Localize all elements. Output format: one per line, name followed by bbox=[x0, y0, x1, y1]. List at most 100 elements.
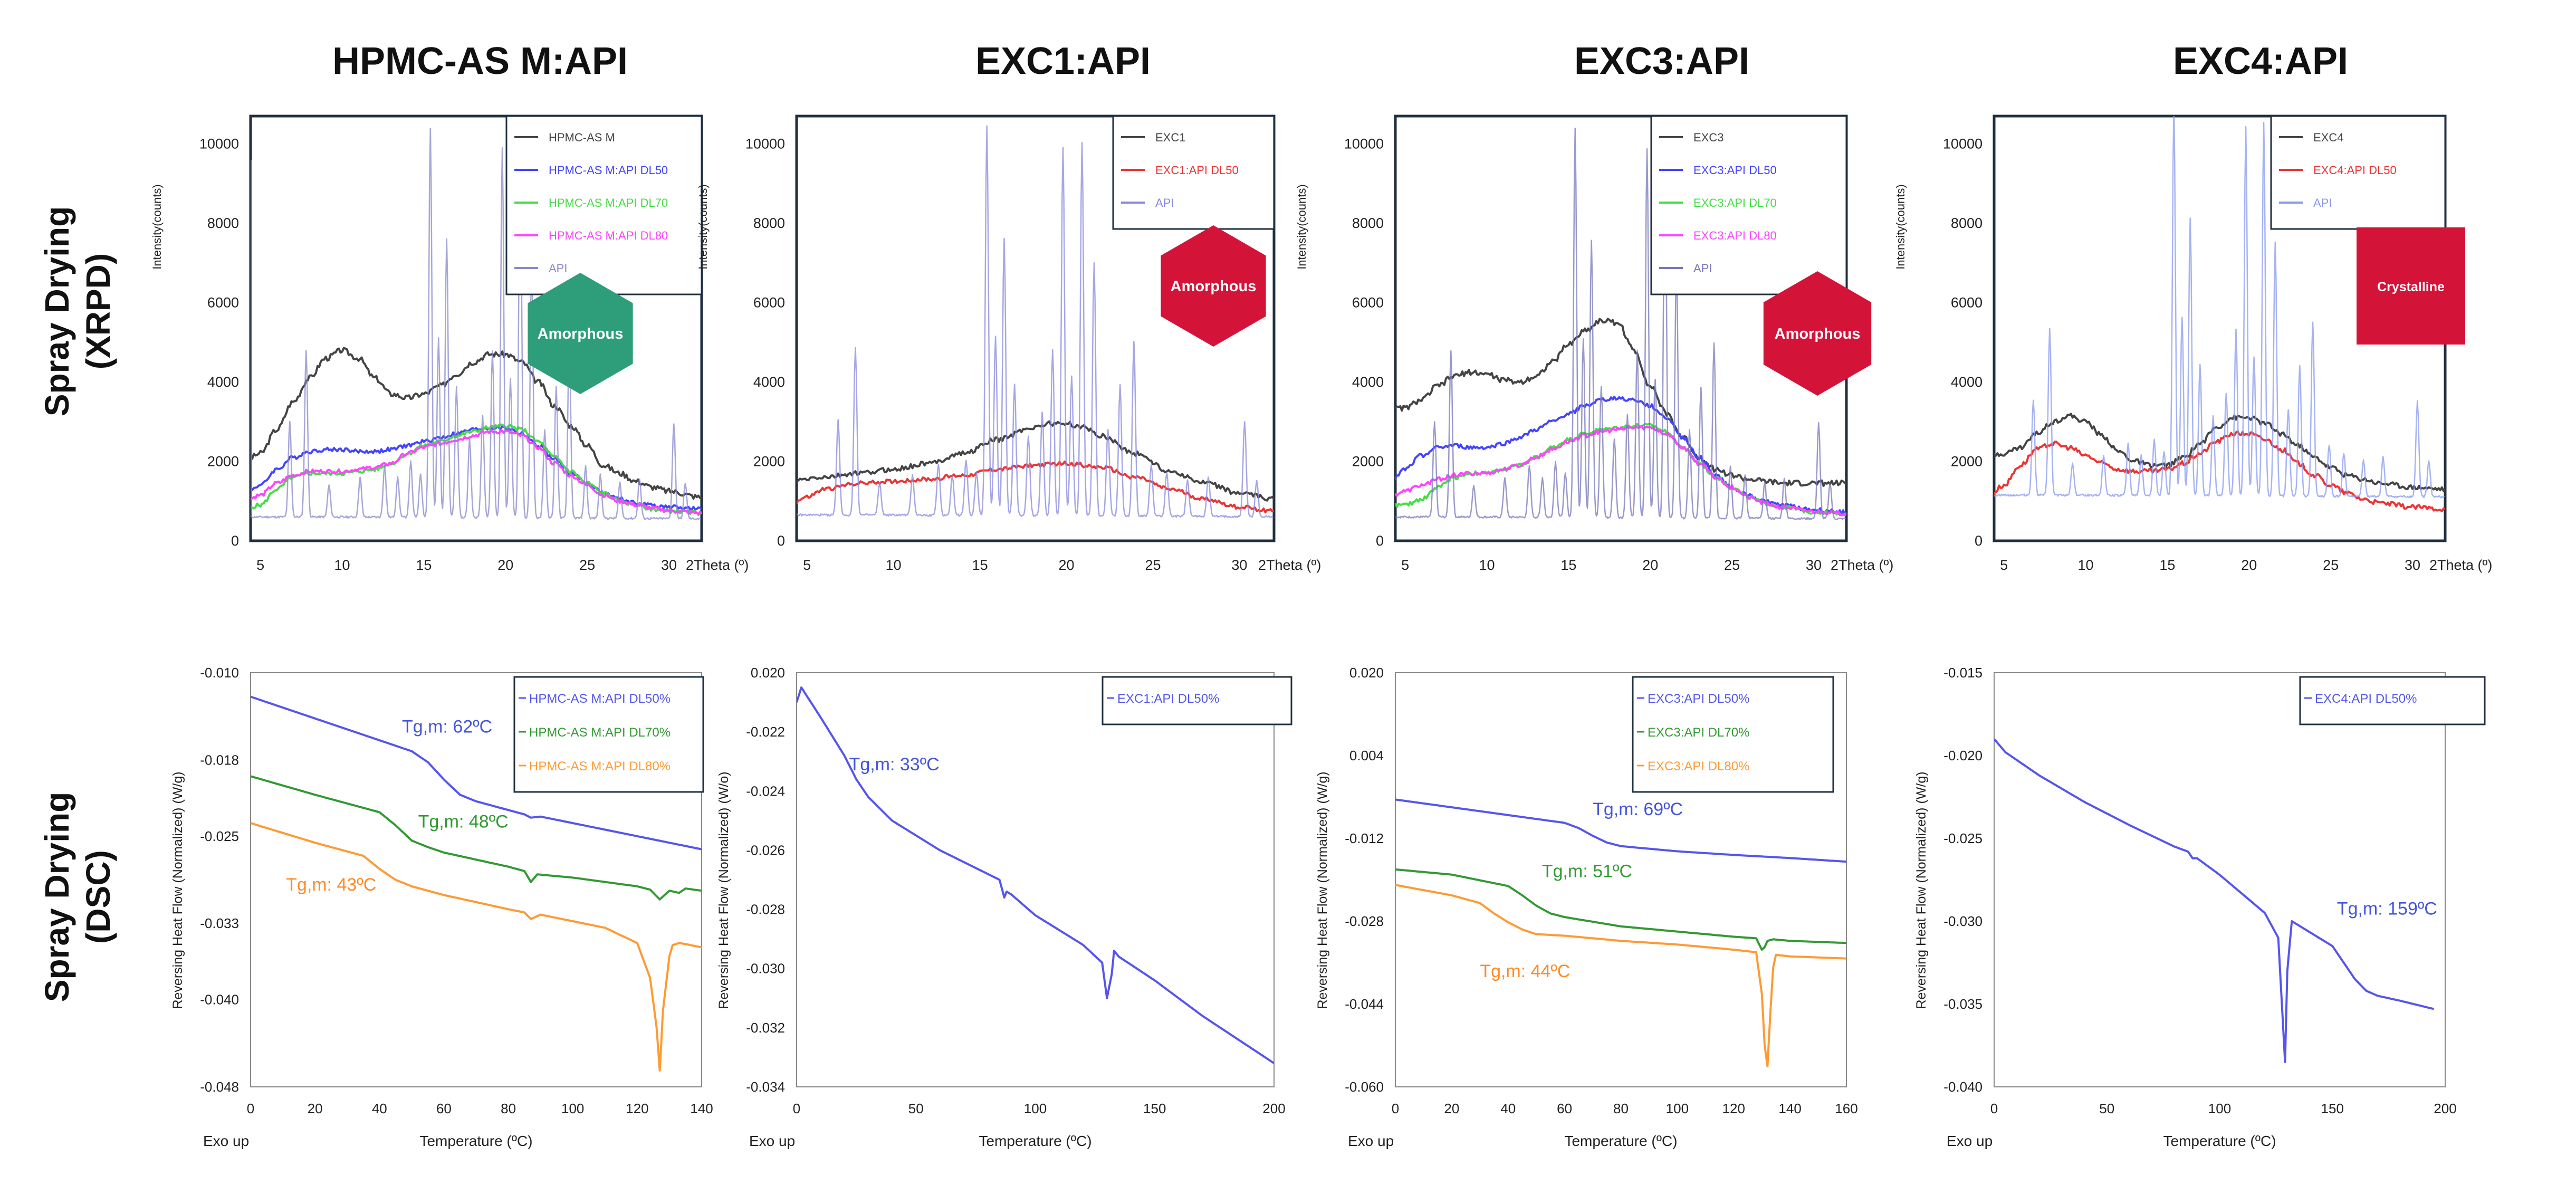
row-label-dsc-line2: (DSC) bbox=[79, 850, 117, 944]
series-line-exc3-api-dl50 bbox=[1395, 395, 1846, 515]
badge-label: Amorphous bbox=[538, 326, 624, 342]
legend-entry: EXC3:API DL50 bbox=[1693, 164, 1777, 177]
x-axis-label: Temperature (ºC) bbox=[979, 1133, 1091, 1149]
x-tick-label: 50 bbox=[908, 1101, 924, 1116]
y-tick-label: -0.020 bbox=[1943, 748, 1983, 763]
x-tick-label: 30 bbox=[1806, 557, 1822, 573]
x-tick-label: 100 bbox=[561, 1101, 584, 1116]
legend-box bbox=[1102, 676, 1292, 725]
y-tick-label: -0.018 bbox=[200, 752, 239, 768]
x-tick-label: 20 bbox=[1058, 557, 1074, 573]
series-line-exc4 bbox=[1994, 413, 2445, 492]
y-tick-label: 8000 bbox=[1951, 215, 1983, 231]
y-tick-label: -0.040 bbox=[200, 992, 239, 1008]
y-tick-label: 10000 bbox=[1344, 136, 1384, 152]
series-line-exc3 bbox=[1395, 318, 1846, 488]
x-tick-label: 5 bbox=[803, 557, 811, 573]
y-tick-label: 2000 bbox=[1951, 454, 1983, 470]
y-tick-label: -0.048 bbox=[200, 1079, 239, 1095]
badge-square bbox=[2357, 227, 2465, 345]
series-line-api bbox=[797, 125, 1274, 519]
series-line-exc3-api-dl80- bbox=[1395, 884, 1846, 1067]
x-axis-label: 2Theta (º) bbox=[1831, 557, 1893, 573]
y-tick-label: -0.026 bbox=[746, 842, 785, 858]
tg-annotation: Tg,m: 33ºC bbox=[849, 754, 940, 775]
series-line-hpmc-as-m-api-dl80- bbox=[251, 822, 702, 1072]
x-tick-label: 5 bbox=[1401, 557, 1409, 573]
row-labels: Spray Drying (XRPD) Spray Drying (DSC) bbox=[38, 206, 117, 1002]
x-tick-label: 25 bbox=[579, 557, 595, 573]
chart-dsc-hpmc: 0 20 40 60 80 100 120 140 -0.048 -0.040 -0.033 -0.0… bbox=[170, 665, 713, 1149]
y-tick-label: -0.025 bbox=[1943, 830, 1983, 846]
series-line-api bbox=[251, 128, 702, 520]
x-axis-label: 2Theta (º) bbox=[686, 557, 749, 573]
x-tick-label: 20 bbox=[1642, 557, 1658, 573]
y-tick-label: -0.028 bbox=[746, 902, 785, 918]
legend-box bbox=[1112, 115, 1275, 230]
legend-entry: EXC3:API DL70% bbox=[1648, 725, 1749, 740]
x-tick-label: 15 bbox=[1560, 557, 1576, 573]
plot-area bbox=[1395, 798, 1846, 1067]
y-tick-label: 10000 bbox=[199, 136, 239, 152]
y-tick-label: 8000 bbox=[1352, 215, 1384, 231]
legend-entry: HPMC-AS M:API DL80% bbox=[529, 759, 671, 773]
x-tick-label: 100 bbox=[1024, 1101, 1047, 1116]
y-tick-label: -0.044 bbox=[1345, 996, 1384, 1012]
x-tick-label: 10 bbox=[334, 557, 350, 573]
badge-label: Crystalline bbox=[2377, 280, 2445, 294]
legend-box bbox=[2270, 115, 2446, 230]
x-tick-label: 30 bbox=[2405, 557, 2420, 573]
y-tick-label: -0.024 bbox=[746, 783, 785, 799]
x-axis-label: Temperature (ºC) bbox=[2163, 1133, 2276, 1149]
x-tick-label: 25 bbox=[2323, 557, 2339, 573]
y-tick-label: -0.033 bbox=[200, 915, 239, 931]
column-title-exc3: EXC3:API bbox=[1574, 40, 1749, 82]
x-axis-label: Temperature (ºC) bbox=[1564, 1133, 1677, 1149]
legend-box bbox=[1632, 676, 1834, 793]
x-tick-label: 10 bbox=[2077, 557, 2093, 573]
y-tick-label: 6000 bbox=[207, 295, 239, 311]
x-tick-label: 0 bbox=[247, 1101, 254, 1116]
x-tick-label: 25 bbox=[1145, 557, 1161, 573]
x-tick-label: 0 bbox=[793, 1101, 800, 1116]
x-tick-label: 60 bbox=[436, 1101, 452, 1116]
y-tick-label: -0.040 bbox=[1943, 1079, 1983, 1095]
plot-area bbox=[797, 125, 1274, 519]
plot-area bbox=[1395, 127, 1846, 520]
legend-entry: HPMC-AS M:API DL70% bbox=[529, 725, 671, 740]
charts-group: 5 10 15 20 25 30 0 2000 40 0 0 6000 8000 10000 Intensi… bbox=[150, 114, 2492, 1149]
y-tick-label: -0.028 bbox=[1345, 913, 1384, 929]
y-axis-label: Intensity(counts) bbox=[150, 184, 164, 269]
legend-box bbox=[513, 676, 704, 793]
column-title-exc4: EXC4:API bbox=[2173, 40, 2348, 82]
series-line-hpmc-as-m-api-dl80 bbox=[251, 429, 702, 515]
y-axis-label: Reversing Heat Flow (Normalized) (W/g) bbox=[1315, 771, 1330, 1009]
legend-entry: EXC3:API DL80% bbox=[1648, 759, 1749, 773]
badge-label: Amorphous bbox=[1171, 278, 1257, 295]
x-tick-label: 25 bbox=[1724, 557, 1740, 573]
series-line-exc4-api-dl50- bbox=[1994, 738, 2435, 1063]
tg-annotation: Tg,m: 48ºC bbox=[418, 811, 509, 832]
y-axis-label: Intensity(counts) bbox=[696, 184, 710, 269]
y-tick-label: 8000 bbox=[753, 215, 785, 231]
legend-entry: EXC1 bbox=[1155, 131, 1185, 144]
x-tick-label: 100 bbox=[1666, 1101, 1689, 1116]
series-line-exc1-api-dl50- bbox=[797, 686, 1274, 1064]
x-tick-label: 40 bbox=[1500, 1101, 1516, 1116]
y-tick-label: 0.004 bbox=[1349, 748, 1384, 763]
x-tick-label: 120 bbox=[1722, 1101, 1745, 1116]
y-axis-label: Reversing Heat Flow (Normalized) (W/g) bbox=[1914, 771, 1929, 1009]
row-label-xrpd-line2: (XRPD) bbox=[79, 253, 117, 369]
exo-up-label: Exo up bbox=[203, 1133, 249, 1149]
legend-entry: EXC3 bbox=[1693, 131, 1723, 144]
legend-entry: EXC1:API DL50 bbox=[1155, 164, 1239, 177]
series-line-exc3-api-dl50- bbox=[1395, 798, 1846, 863]
x-tick-label: 5 bbox=[2000, 557, 2008, 573]
chart-dsc-exc3: 0 20 40 60 80 100 120 140 160 -0.060 -0.044 -0.028 -… bbox=[1315, 665, 1858, 1149]
plot-area bbox=[251, 128, 702, 520]
plot-area bbox=[1994, 738, 2435, 1063]
column-title-exc1: EXC1:API bbox=[975, 40, 1151, 82]
x-tick-label: 0 bbox=[1392, 1101, 1399, 1116]
plot-area bbox=[797, 686, 1274, 1064]
badge-hexagon bbox=[528, 273, 633, 394]
